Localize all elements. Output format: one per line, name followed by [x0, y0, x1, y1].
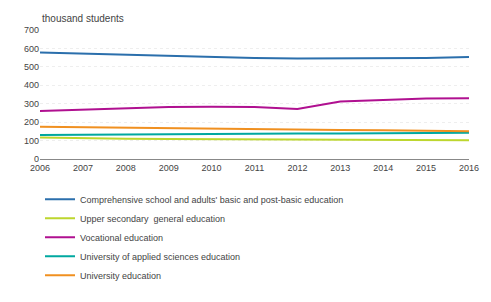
svg-text:Comprehensive school and adult: Comprehensive school and adults' basic a… — [80, 195, 343, 205]
svg-text:200: 200 — [24, 117, 39, 127]
svg-text:Upper secondary general educa: Upper secondary general education — [80, 214, 225, 224]
svg-text:2014: 2014 — [373, 163, 393, 173]
svg-text:2008: 2008 — [116, 163, 136, 173]
svg-text:University of applied sciences: University of applied sciences education — [80, 252, 240, 262]
svg-text:0: 0 — [34, 154, 39, 164]
svg-text:University education: University education — [80, 271, 161, 281]
svg-text:2006: 2006 — [30, 163, 50, 173]
svg-text:500: 500 — [24, 62, 39, 72]
svg-text:2015: 2015 — [416, 163, 436, 173]
svg-text:2016: 2016 — [459, 163, 479, 173]
svg-text:2012: 2012 — [287, 163, 307, 173]
svg-text:2011: 2011 — [245, 163, 264, 173]
svg-text:thousand students: thousand students — [42, 13, 124, 24]
svg-text:2010: 2010 — [202, 163, 222, 173]
svg-text:100: 100 — [24, 136, 39, 146]
svg-text:300: 300 — [24, 99, 39, 109]
svg-text:2013: 2013 — [330, 163, 350, 173]
svg-text:600: 600 — [24, 44, 39, 54]
svg-text:2007: 2007 — [73, 163, 93, 173]
svg-text:Vocational education: Vocational education — [80, 233, 163, 243]
svg-text:2009: 2009 — [159, 163, 179, 173]
svg-text:700: 700 — [24, 25, 39, 35]
svg-text:400: 400 — [24, 80, 39, 90]
